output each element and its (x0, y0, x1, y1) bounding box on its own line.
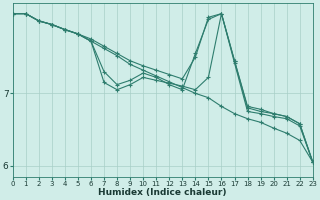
X-axis label: Humidex (Indice chaleur): Humidex (Indice chaleur) (99, 188, 227, 197)
